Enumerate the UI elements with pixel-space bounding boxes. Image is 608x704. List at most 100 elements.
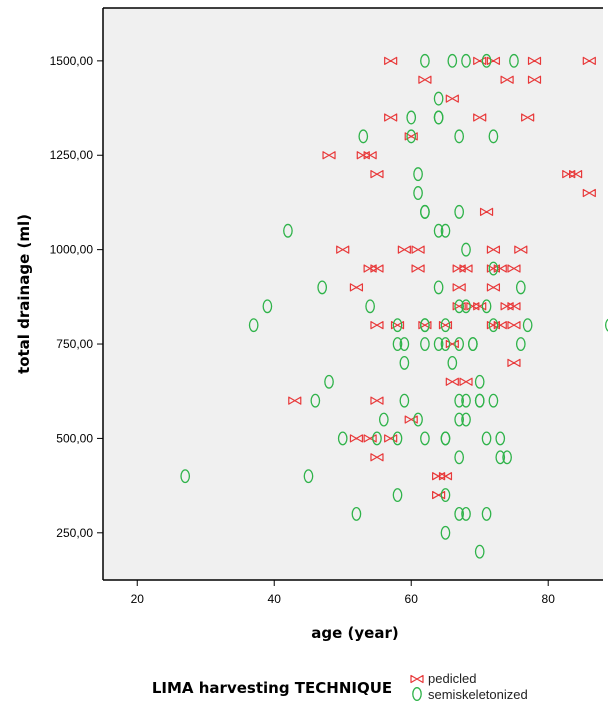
data-point-semiskeletonized bbox=[481, 431, 492, 446]
legend-title: LIMA harvesting TECHNIQUE bbox=[152, 679, 392, 697]
data-point-semiskeletonized bbox=[454, 129, 465, 144]
data-point-semiskeletonized bbox=[454, 299, 465, 314]
series-semiskeletonized bbox=[180, 53, 608, 559]
data-point-semiskeletonized bbox=[495, 450, 506, 465]
data-point-semiskeletonized bbox=[488, 393, 499, 408]
data-point-pedicled bbox=[452, 283, 466, 292]
data-point-pedicled bbox=[390, 321, 405, 330]
y-tick-label: 1500,00 bbox=[50, 54, 94, 68]
data-point-pedicled bbox=[486, 283, 501, 292]
data-point-semiskeletonized bbox=[454, 204, 465, 219]
data-point-semiskeletonized bbox=[392, 488, 403, 502]
data-point-pedicled bbox=[336, 245, 350, 254]
data-point-semiskeletonized bbox=[324, 374, 334, 389]
data-point-pedicled bbox=[384, 56, 398, 65]
legend-label-semiskeletonized: semiskeletonized bbox=[428, 687, 528, 702]
data-point-semiskeletonized bbox=[481, 53, 492, 68]
data-point-pedicled bbox=[582, 56, 596, 65]
data-point-pedicled bbox=[500, 75, 514, 84]
data-point-semiskeletonized bbox=[283, 223, 293, 238]
data-point-semiskeletonized bbox=[468, 337, 478, 351]
data-point-semiskeletonized bbox=[358, 129, 369, 144]
data-point-semiskeletonized bbox=[509, 53, 519, 68]
y-tick-label: 1250,00 bbox=[50, 148, 94, 162]
data-point-semiskeletonized bbox=[406, 110, 417, 125]
data-point-pedicled bbox=[363, 151, 377, 160]
data-point-pedicled bbox=[418, 321, 432, 330]
data-point-semiskeletonized bbox=[454, 337, 465, 351]
data-point-semiskeletonized bbox=[474, 374, 485, 389]
data-point-semiskeletonized bbox=[303, 469, 314, 484]
data-point-pedicled bbox=[459, 264, 473, 273]
data-point-semiskeletonized bbox=[488, 129, 499, 144]
data-point-pedicled bbox=[507, 321, 521, 330]
data-points bbox=[180, 53, 608, 559]
data-point-pedicled bbox=[370, 321, 384, 330]
data-point-semiskeletonized bbox=[413, 412, 423, 427]
data-point-pedicled bbox=[459, 377, 473, 386]
data-point-pedicled bbox=[438, 321, 453, 330]
data-point-pedicled bbox=[418, 75, 432, 84]
data-point-semiskeletonized bbox=[454, 506, 465, 521]
data-point-semiskeletonized bbox=[351, 506, 362, 521]
data-point-semiskeletonized bbox=[433, 280, 444, 295]
data-point-semiskeletonized bbox=[399, 337, 410, 351]
data-point-semiskeletonized bbox=[317, 280, 328, 295]
data-point-semiskeletonized bbox=[420, 431, 430, 446]
y-axis-title: total drainage (ml) bbox=[15, 214, 33, 374]
data-point-semiskeletonized bbox=[515, 337, 526, 351]
y-tick-label: 1000,00 bbox=[50, 243, 94, 257]
data-point-pedicled bbox=[288, 396, 302, 405]
data-point-pedicled bbox=[349, 434, 364, 443]
data-point-semiskeletonized bbox=[420, 318, 430, 333]
data-point-semiskeletonized bbox=[392, 431, 403, 446]
data-point-semiskeletonized bbox=[454, 450, 465, 465]
data-point-semiskeletonized bbox=[440, 431, 451, 446]
data-point-semiskeletonized bbox=[310, 393, 321, 408]
data-point-semiskeletonized bbox=[337, 431, 348, 446]
x-tick-label: 20 bbox=[131, 592, 145, 606]
data-point-pedicled bbox=[322, 151, 336, 160]
data-point-pedicled bbox=[411, 264, 425, 273]
data-point-semiskeletonized bbox=[420, 337, 430, 351]
data-point-semiskeletonized bbox=[365, 299, 375, 314]
data-point-semiskeletonized bbox=[378, 412, 389, 427]
series-pedicled bbox=[288, 56, 596, 500]
y-tick-label: 750,00 bbox=[56, 337, 93, 351]
data-point-pedicled bbox=[445, 94, 459, 103]
data-point-pedicled bbox=[438, 472, 453, 481]
legend-label-pedicled: pedicled bbox=[428, 671, 476, 686]
data-point-semiskeletonized bbox=[461, 393, 471, 408]
data-point-semiskeletonized bbox=[461, 299, 471, 314]
data-point-pedicled bbox=[507, 302, 521, 311]
data-point-semiskeletonized bbox=[454, 412, 465, 427]
data-point-semiskeletonized bbox=[372, 431, 382, 446]
data-point-semiskeletonized bbox=[420, 204, 430, 219]
data-point-semiskeletonized bbox=[447, 53, 458, 68]
data-point-semiskeletonized bbox=[433, 337, 444, 351]
data-point-semiskeletonized bbox=[180, 469, 191, 484]
data-point-semiskeletonized bbox=[481, 299, 492, 314]
data-point-semiskeletonized bbox=[515, 280, 526, 295]
data-point-semiskeletonized bbox=[420, 53, 430, 68]
x-tick-label: 40 bbox=[268, 592, 282, 606]
data-point-pedicled bbox=[569, 170, 583, 179]
data-point-semiskeletonized bbox=[392, 318, 403, 333]
data-point-semiskeletonized bbox=[433, 110, 444, 125]
data-point-semiskeletonized bbox=[406, 129, 417, 144]
data-point-semiskeletonized bbox=[495, 431, 506, 446]
data-point-pedicled bbox=[370, 170, 384, 179]
data-point-pedicled bbox=[527, 56, 542, 65]
data-point-pedicled bbox=[370, 264, 384, 273]
plot-area bbox=[103, 8, 603, 580]
data-point-semiskeletonized bbox=[474, 393, 485, 408]
data-point-semiskeletonized bbox=[440, 525, 451, 540]
legend-marker-pedicled bbox=[410, 674, 424, 684]
data-point-pedicled bbox=[486, 245, 501, 254]
data-point-semiskeletonized bbox=[433, 91, 444, 106]
ellipse-marker-icon bbox=[412, 687, 422, 701]
data-point-semiskeletonized bbox=[461, 506, 471, 521]
x-axis-title: age (year) bbox=[311, 624, 398, 642]
data-point-semiskeletonized bbox=[481, 506, 492, 521]
y-tick-label: 500,00 bbox=[56, 431, 93, 445]
